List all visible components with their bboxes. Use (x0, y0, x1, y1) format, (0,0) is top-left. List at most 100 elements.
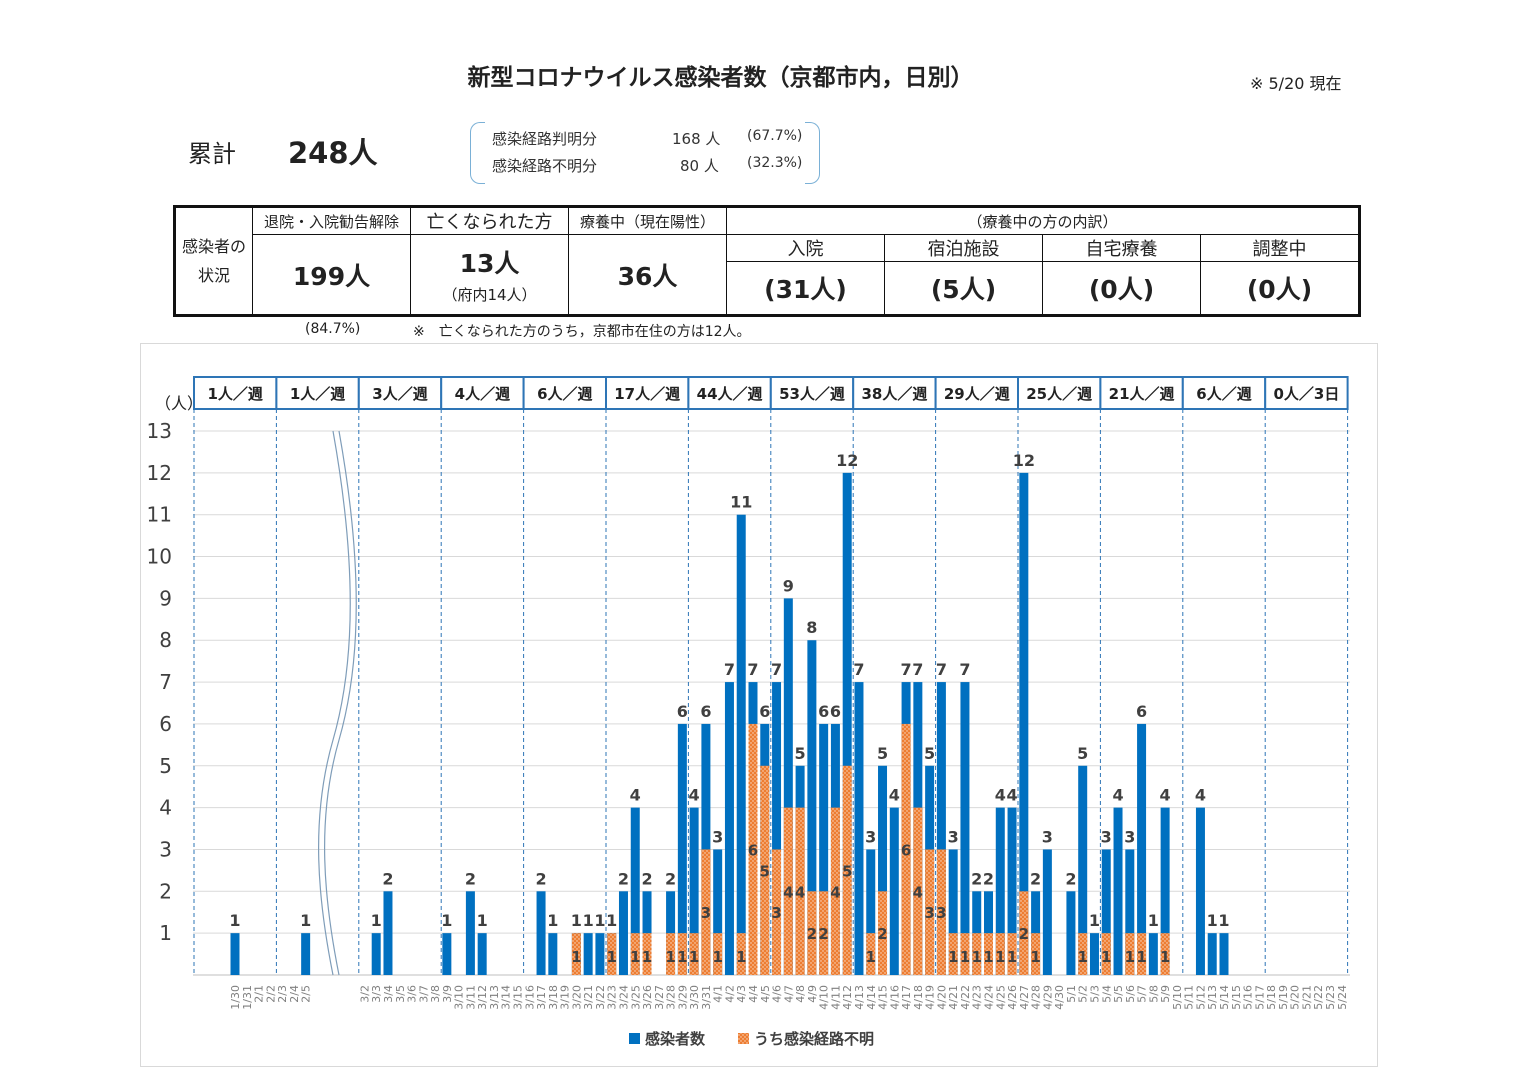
bar-infected (866, 849, 876, 975)
bar-unknown-route (571, 933, 581, 975)
data-label-unknown: 3 (771, 904, 781, 922)
total-value: 248人 (288, 136, 378, 170)
weekly-count-label: 6人／週 (1196, 385, 1251, 403)
data-label-infected: 2 (1065, 869, 1076, 888)
bar-unknown-route (642, 933, 652, 975)
data-label-infected: 7 (936, 660, 947, 679)
data-label-infected: 6 (677, 702, 688, 721)
x-tick-label: 2/5 (300, 985, 313, 1003)
data-label-unknown: 2 (807, 925, 817, 943)
data-label-unknown: 1 (1125, 948, 1135, 966)
data-label-unknown: 1 (606, 948, 616, 966)
x-tick-label: 4/9 (806, 985, 819, 1003)
bar-infected (548, 933, 558, 975)
x-tick-label: 4/7 (782, 985, 795, 1003)
route-label: 感染経路不明分 (492, 157, 598, 175)
x-tick-label: 4/6 (771, 985, 784, 1003)
bar-unknown-route (972, 933, 982, 975)
data-label-unknown: 6 (901, 841, 911, 859)
data-label-infected: 8 (806, 618, 817, 637)
x-tick-label: 4/28 (1030, 985, 1043, 1010)
y-tick-label: 13 (147, 419, 172, 443)
data-label-infected: 7 (724, 660, 735, 679)
y-tick-label: 8 (159, 628, 172, 652)
bar-infected (1031, 891, 1041, 975)
x-tick-label: 3/17 (535, 985, 548, 1010)
data-label-infected: 3 (1124, 827, 1135, 846)
bar-infected (1148, 933, 1158, 975)
weekly-count-label: 29人／週 (944, 385, 1010, 403)
bar-unknown-route (1031, 933, 1041, 975)
data-label-unknown: 4 (913, 883, 923, 901)
bar-infected (595, 933, 605, 975)
x-tick-label: 3/7 (417, 985, 430, 1003)
weekly-count-label: 25人／週 (1026, 385, 1092, 403)
data-label-unknown: 2 (1019, 925, 1029, 943)
bar-unknown-route (842, 765, 852, 975)
x-tick-label: 3/3 (370, 985, 383, 1003)
bar-infected (1195, 807, 1205, 975)
data-label-infected: 7 (912, 660, 923, 679)
data-label-infected: 7 (771, 660, 782, 679)
data-label-unknown: 2 (877, 925, 887, 943)
route-pct: (67.7%) (747, 128, 803, 144)
x-tick-label: 3/18 (547, 985, 560, 1010)
bar-infected (689, 807, 699, 975)
bar-infected (1089, 933, 1099, 975)
bar-infected (371, 933, 381, 975)
data-label-unknown: 1 (642, 948, 652, 966)
deceased-cell: 13人 （府内14人） (410, 234, 569, 316)
x-tick-label: 3/26 (641, 985, 654, 1010)
page-title: 新型コロナウイルス感染者数（京都市内，日別） (467, 65, 974, 91)
x-tick-label: 5/21 (1300, 985, 1313, 1010)
x-tick-label: 5/24 (1336, 985, 1349, 1010)
breakdown-value-hotel: (5人) (884, 261, 1043, 316)
data-label-unknown: 4 (795, 883, 805, 901)
x-tick-label: 3/28 (665, 985, 678, 1010)
chart-frame (140, 343, 1378, 1067)
weekly-count-label: 1人／週 (207, 385, 262, 403)
x-tick-label: 3/24 (617, 985, 630, 1010)
x-tick-label: 5/2 (1077, 985, 1090, 1003)
breakdown-value-home: (0人) (1042, 261, 1201, 316)
bar-infected (960, 682, 970, 975)
data-label-unknown: 1 (866, 948, 876, 966)
bar-infected (630, 807, 640, 975)
x-tick-label: 5/19 (1277, 985, 1290, 1010)
y-tick-label: 6 (159, 712, 172, 736)
data-label-infected: 2 (665, 869, 676, 888)
weekly-count-label: 6人／週 (537, 385, 592, 403)
weekly-count-box (1181, 376, 1267, 410)
bar-infected (819, 723, 829, 975)
y-tick-label: 10 (147, 545, 172, 569)
data-label-infected: 4 (1160, 786, 1171, 805)
data-label-unknown: 1 (571, 948, 581, 966)
data-label-infected: 6 (1136, 702, 1147, 721)
data-label-unknown: 1 (712, 948, 722, 966)
y-tick-label: 11 (147, 503, 172, 527)
data-label-unknown: 1 (960, 948, 970, 966)
bar-infected (1125, 849, 1135, 975)
deceased-footnote: ※ 亡くなられた方のうち，京都市在住の方は12人。 (413, 324, 751, 340)
weekly-count-label: 3人／週 (372, 385, 427, 403)
bar-infected (230, 933, 240, 975)
bar-unknown-route (1137, 933, 1147, 975)
bar-infected (842, 472, 852, 975)
data-label-infected: 11 (730, 493, 752, 512)
data-label-infected: 4 (995, 786, 1006, 805)
x-tick-label: 5/23 (1324, 985, 1337, 1010)
bar-unknown-route (1007, 933, 1017, 975)
x-tick-label: 3/15 (512, 985, 525, 1010)
x-tick-label: 5/17 (1253, 985, 1266, 1010)
y-tick-label: 3 (159, 837, 172, 861)
data-label-infected: 3 (712, 827, 723, 846)
x-tick-label: 2/2 (264, 985, 277, 1003)
bar-infected (772, 682, 782, 975)
total-label: 累計 (188, 140, 236, 168)
bar-unknown-route (960, 933, 970, 975)
x-tick-label: 3/14 (500, 985, 513, 1010)
bar-infected (666, 891, 676, 975)
data-label-infected: 4 (1112, 786, 1123, 805)
data-label-unknown: 6 (748, 841, 758, 859)
x-tick-label: 3/8 (429, 985, 442, 1003)
